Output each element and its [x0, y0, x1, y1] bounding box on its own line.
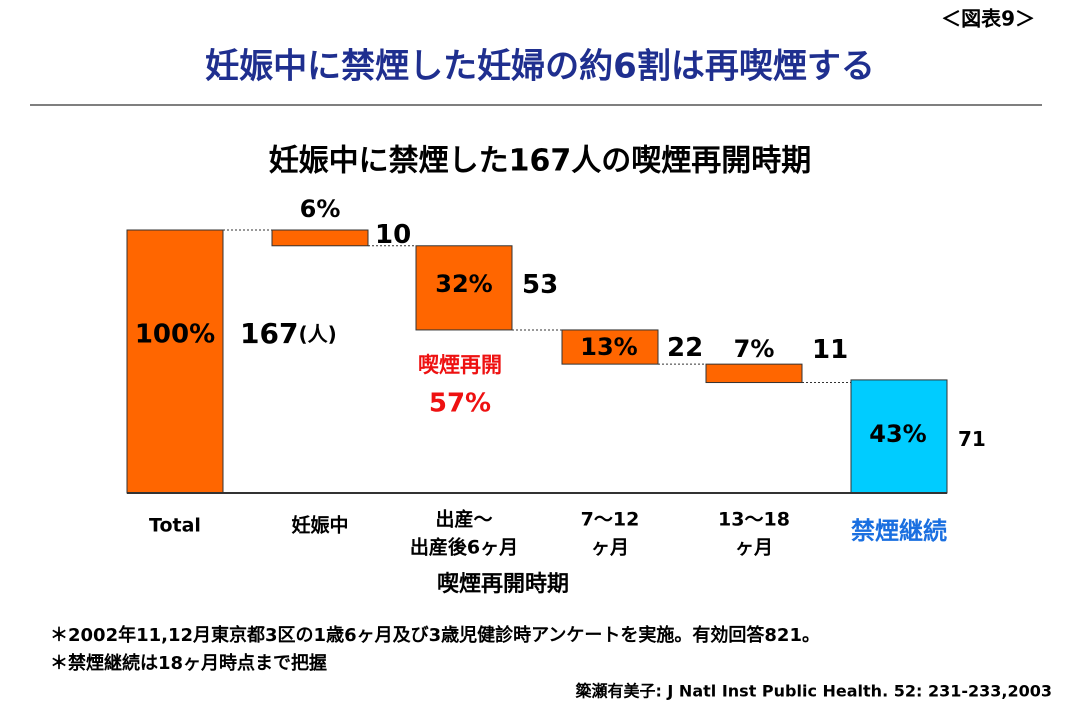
x-tick-label: Total — [149, 515, 201, 537]
annotation: 喫煙再開 — [418, 353, 502, 377]
x-tick-label: 出産後6ヶ月 — [410, 536, 518, 559]
bar — [126, 229, 224, 494]
value-label: 43% — [869, 420, 926, 448]
x-tick-label: 出産〜 — [435, 508, 492, 531]
count: 11 — [812, 335, 848, 365]
figure-label: ＜図表9＞ — [941, 7, 1035, 31]
count: 167 — [240, 317, 298, 350]
subtitle: 妊娠中に禁煙した167人の喫煙再開時期 — [269, 144, 812, 179]
bar — [415, 245, 513, 331]
x-tick-label: 禁煙継続 — [851, 517, 947, 545]
count-unit: (人) — [298, 322, 336, 346]
x-axis-label: 喫煙再開時期 — [437, 571, 569, 597]
x-tick-label: 妊娠中 — [291, 514, 348, 537]
value-label: 100% — [135, 320, 215, 350]
count: 71 — [958, 427, 986, 451]
title: 妊娠中に禁煙した妊婦の約6割は再喫煙する — [205, 47, 875, 87]
count: 10 — [375, 220, 411, 250]
count: 53 — [522, 270, 558, 300]
x-tick-label: 7〜12 — [581, 509, 640, 531]
value-label: 7% — [734, 335, 775, 363]
value-label: 6% — [300, 195, 341, 223]
count-label: 11 — [812, 335, 848, 365]
bar — [271, 229, 369, 247]
bar — [561, 329, 659, 365]
count-label: 71 — [958, 427, 986, 451]
value-label: 32% — [435, 270, 492, 298]
count-label: 167(人) — [240, 317, 337, 350]
annotation: 57% — [429, 389, 491, 419]
note: ＊禁煙継続は18ヶ月時点まで把握 — [50, 652, 327, 674]
x-tick-label: ヶ月 — [735, 537, 773, 559]
x-tick-label: 13〜18 — [718, 509, 790, 531]
count-label: 10 — [375, 220, 411, 250]
bar — [705, 363, 803, 384]
x-tick-label: ヶ月 — [591, 537, 629, 559]
note: ＊2002年11,12月東京都3区の1歳6ヶ月及び3歳児健診時アンケートを実施。… — [50, 624, 820, 646]
source: 簗瀬有美子: J Natl Inst Public Health. 52: 23… — [574, 682, 1052, 701]
count: 22 — [667, 333, 703, 363]
bar — [850, 379, 948, 494]
value-label: 13% — [580, 333, 637, 361]
count-label: 53 — [522, 270, 558, 300]
count-label: 22 — [667, 333, 703, 363]
